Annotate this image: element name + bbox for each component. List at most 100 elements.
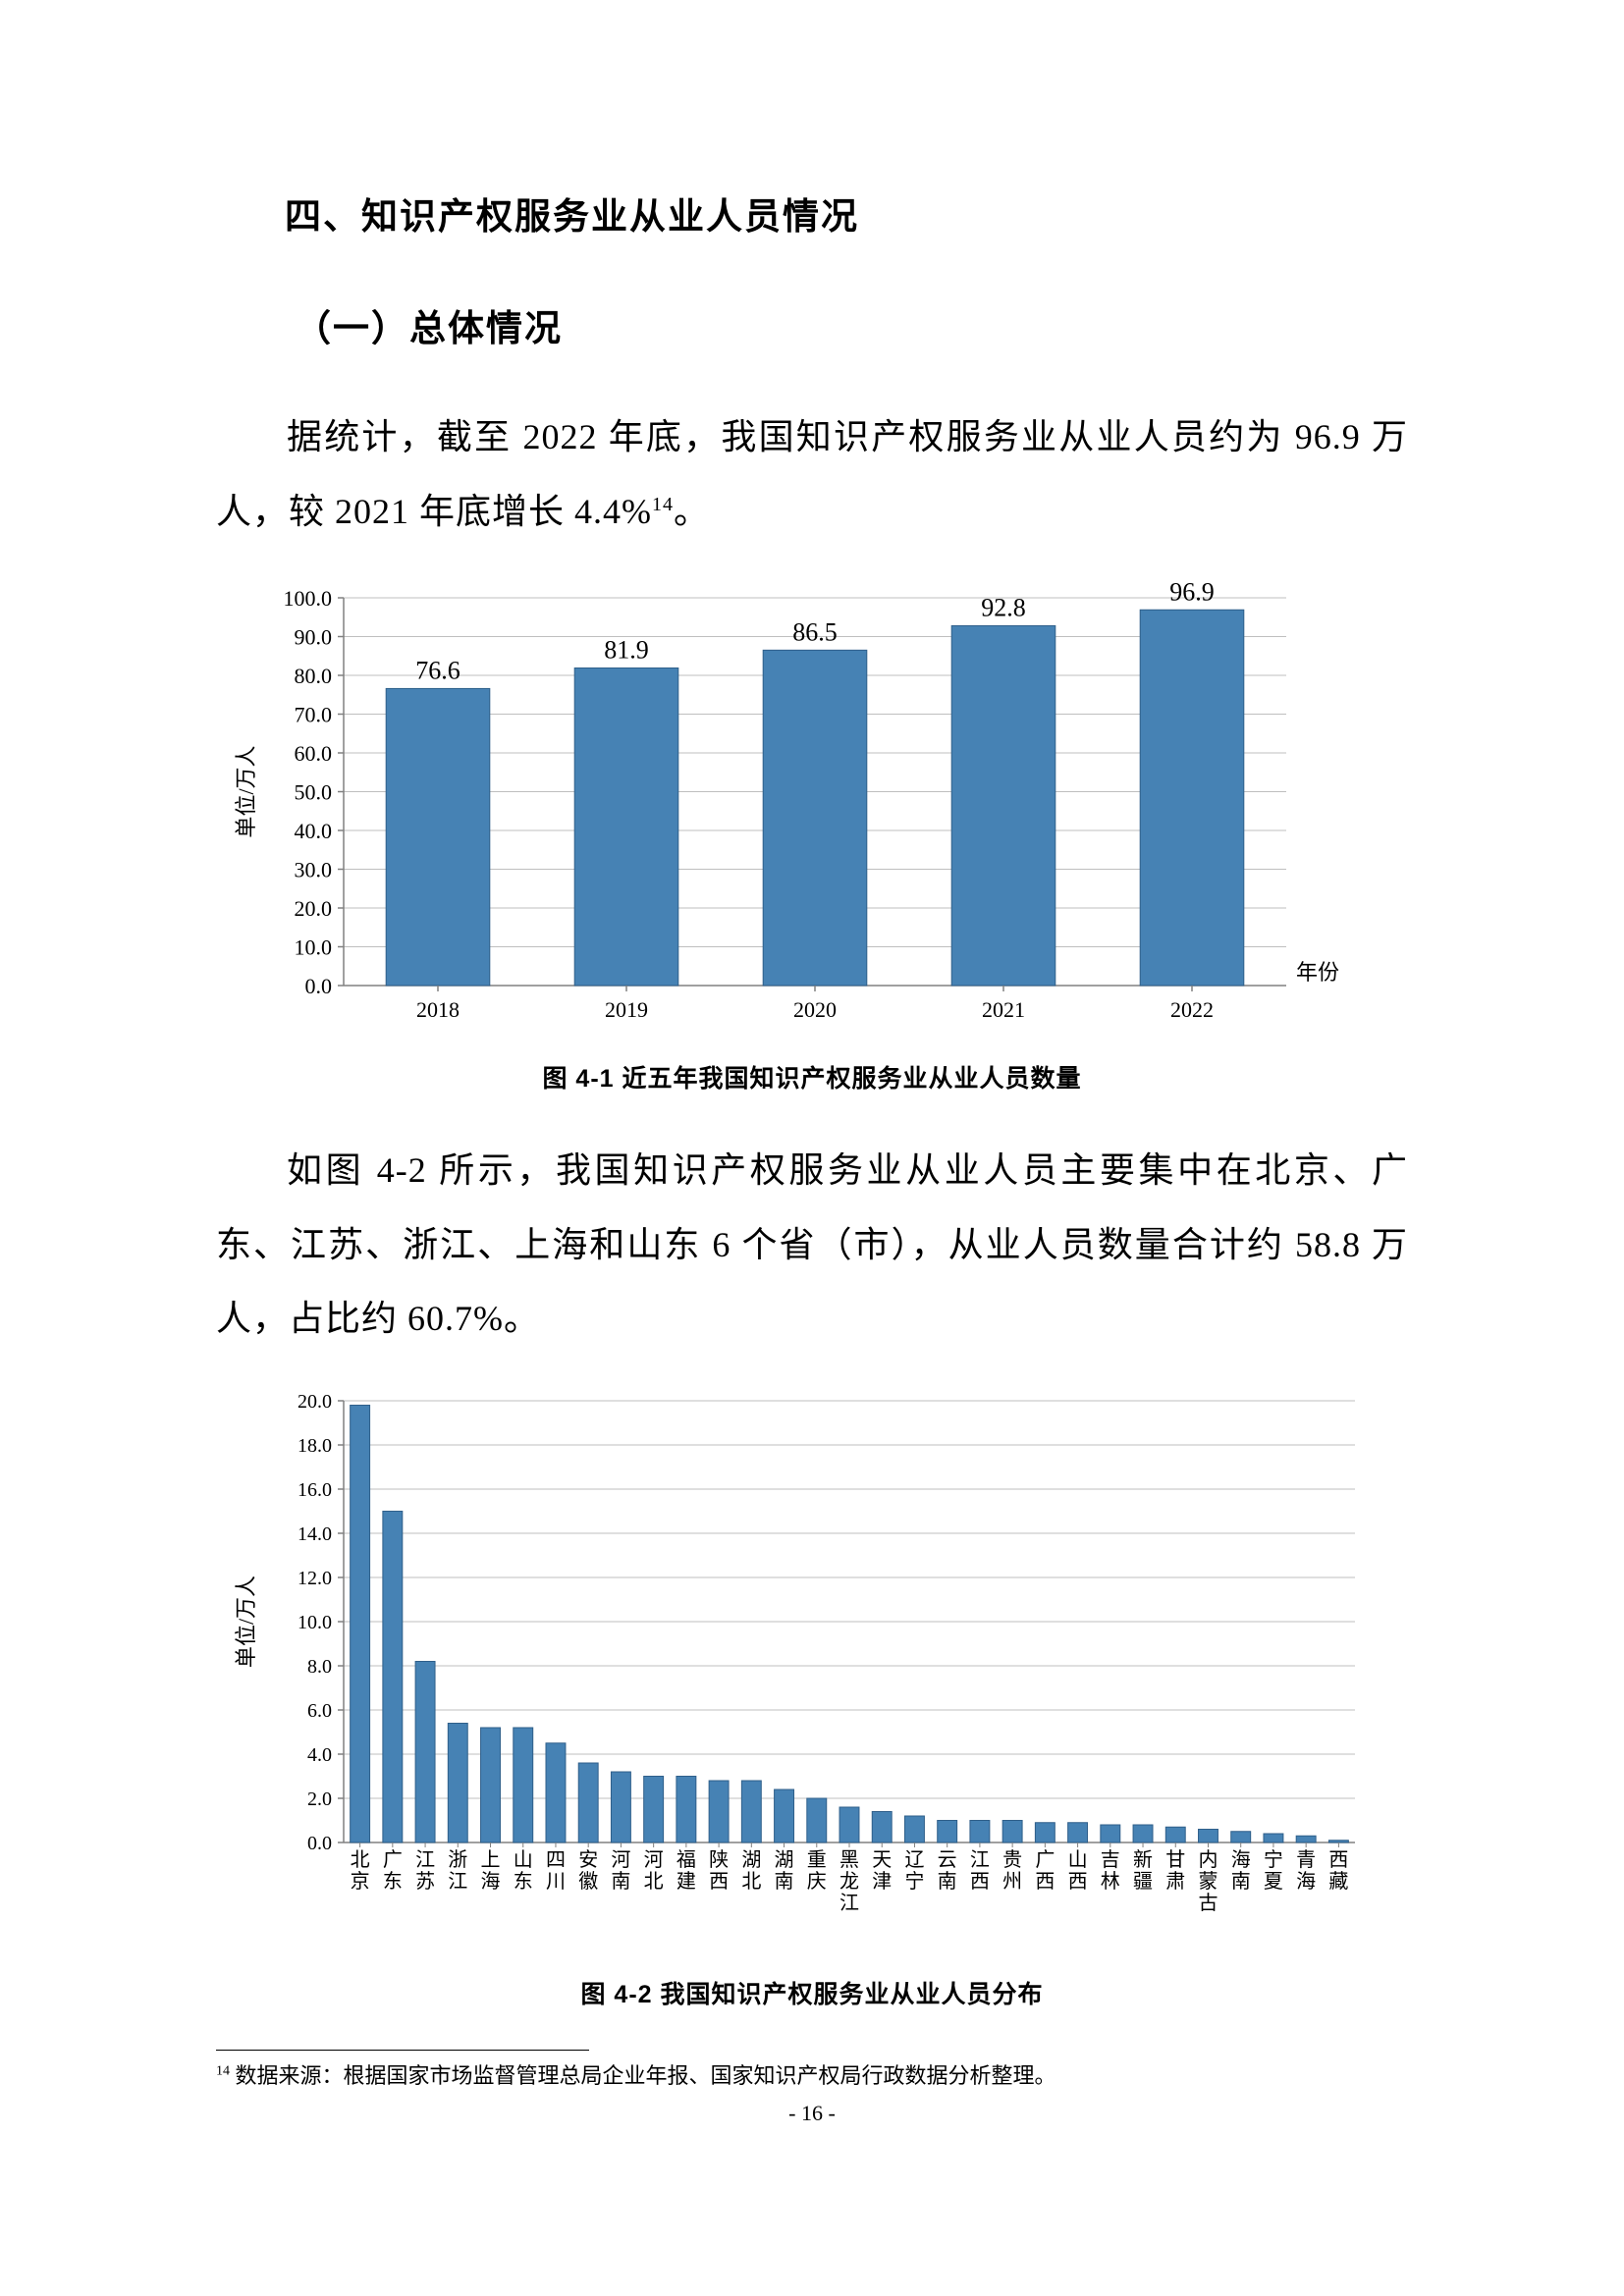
svg-text:川: 川	[546, 1871, 566, 1893]
footnote-text: 数据来源：根据国家市场监督管理总局企业年报、国家知识产权局行政数据分析整理。	[230, 2063, 1056, 2088]
svg-text:藏: 藏	[1328, 1870, 1348, 1893]
svg-text:2.0: 2.0	[307, 1789, 332, 1810]
svg-text:南: 南	[1231, 1870, 1251, 1893]
svg-text:2018: 2018	[416, 997, 460, 1022]
svg-text:陕: 陕	[709, 1848, 729, 1871]
svg-text:河: 河	[611, 1848, 630, 1871]
svg-text:贵: 贵	[1002, 1848, 1022, 1871]
svg-text:2019: 2019	[605, 997, 648, 1022]
svg-text:海: 海	[1231, 1848, 1251, 1871]
svg-text:新: 新	[1133, 1848, 1153, 1871]
svg-text:吉: 吉	[1101, 1848, 1120, 1871]
svg-text:12.0: 12.0	[298, 1568, 332, 1589]
svg-text:80.0: 80.0	[295, 664, 333, 688]
svg-text:辽: 辽	[904, 1848, 924, 1871]
svg-text:100.0: 100.0	[284, 586, 333, 611]
svg-text:宁: 宁	[1264, 1848, 1283, 1871]
p1-text-b: 。	[674, 492, 710, 531]
svg-text:湖: 湖	[741, 1848, 761, 1871]
page-content: 四、知识产权服务业从业人员情况 （一）总体情况 据统计，截至 2022 年底，我…	[0, 0, 1624, 2244]
svg-text:76.6: 76.6	[415, 657, 460, 685]
svg-text:2021: 2021	[982, 997, 1025, 1022]
footnote-number: 14	[216, 2064, 230, 2079]
svg-text:西: 西	[970, 1871, 990, 1893]
svg-text:西: 西	[1328, 1849, 1348, 1871]
svg-text:江: 江	[415, 1848, 435, 1871]
svg-text:古: 古	[1198, 1892, 1218, 1914]
svg-text:西: 西	[1068, 1871, 1088, 1893]
svg-text:单位/万人: 单位/万人	[234, 1575, 258, 1668]
svg-text:4.0: 4.0	[307, 1744, 332, 1766]
svg-text:京: 京	[351, 1870, 370, 1893]
svg-text:浙: 浙	[448, 1848, 467, 1871]
svg-text:8.0: 8.0	[307, 1656, 332, 1678]
svg-text:16.0: 16.0	[298, 1479, 332, 1501]
svg-text:南: 南	[775, 1870, 794, 1893]
svg-text:广: 广	[383, 1848, 403, 1871]
svg-text:南: 南	[611, 1870, 630, 1893]
svg-text:92.8: 92.8	[981, 594, 1026, 622]
chart-2-caption: 图 4-2 我国知识产权服务业从业人员分布	[216, 1975, 1408, 2010]
svg-text:苏: 苏	[415, 1870, 435, 1893]
svg-text:10.0: 10.0	[298, 1612, 332, 1633]
svg-text:单位/万人: 单位/万人	[234, 746, 258, 838]
svg-text:青: 青	[1296, 1848, 1316, 1871]
svg-text:上: 上	[481, 1848, 501, 1871]
svg-text:30.0: 30.0	[295, 858, 333, 882]
svg-text:四: 四	[546, 1849, 566, 1871]
svg-text:宁: 宁	[904, 1870, 924, 1893]
svg-text:0.0: 0.0	[307, 1833, 332, 1854]
svg-text:90.0: 90.0	[295, 625, 333, 650]
svg-text:江: 江	[970, 1848, 990, 1871]
svg-text:20.0: 20.0	[298, 1391, 332, 1413]
svg-text:0.0: 0.0	[305, 974, 333, 998]
page-number: - 16 -	[216, 2101, 1408, 2126]
svg-text:肃: 肃	[1165, 1870, 1185, 1893]
svg-text:南: 南	[938, 1870, 957, 1893]
svg-text:州: 州	[1002, 1871, 1022, 1893]
svg-text:96.9: 96.9	[1169, 578, 1215, 606]
svg-text:北: 北	[351, 1848, 370, 1871]
svg-text:云: 云	[938, 1849, 957, 1871]
svg-text:北: 北	[644, 1870, 664, 1893]
svg-text:疆: 疆	[1133, 1871, 1153, 1893]
svg-text:夏: 夏	[1264, 1871, 1283, 1893]
chart-2: 0.02.04.06.08.010.012.014.016.018.020.0北…	[216, 1386, 1375, 1955]
svg-text:福: 福	[677, 1848, 696, 1871]
svg-text:重: 重	[807, 1848, 827, 1871]
footnote-rule	[216, 2050, 589, 2051]
svg-text:50.0: 50.0	[295, 780, 333, 805]
svg-text:40.0: 40.0	[295, 819, 333, 843]
svg-text:内: 内	[1198, 1848, 1218, 1871]
svg-text:北: 北	[741, 1870, 761, 1893]
svg-text:2022: 2022	[1170, 997, 1214, 1022]
svg-text:甘: 甘	[1165, 1848, 1185, 1871]
svg-text:津: 津	[872, 1870, 892, 1893]
chart-1-caption: 图 4-1 近五年我国知识产权服务业从业人员数量	[216, 1059, 1408, 1095]
svg-text:81.9: 81.9	[604, 636, 649, 665]
svg-text:江: 江	[448, 1870, 467, 1893]
svg-text:山: 山	[1068, 1848, 1088, 1871]
svg-text:蒙: 蒙	[1198, 1870, 1218, 1893]
paragraph-1: 据统计，截至 2022 年底，我国知识产权服务业从业人员约为 96.9 万人，较…	[216, 400, 1408, 549]
svg-text:庆: 庆	[807, 1870, 827, 1893]
svg-text:天: 天	[872, 1849, 892, 1871]
svg-text:20.0: 20.0	[295, 896, 333, 921]
svg-text:86.5: 86.5	[792, 618, 838, 647]
svg-text:东: 东	[383, 1870, 403, 1893]
chart-1: 0.010.020.030.040.050.060.070.080.090.01…	[216, 578, 1375, 1040]
svg-text:徽: 徽	[578, 1870, 598, 1893]
svg-text:黑: 黑	[839, 1849, 859, 1871]
svg-text:山: 山	[514, 1848, 533, 1871]
svg-text:60.0: 60.0	[295, 741, 333, 766]
footnote: 14 数据来源：根据国家市场监督管理总局企业年报、国家知识产权局行政数据分析整理…	[216, 2058, 1408, 2093]
svg-text:西: 西	[1035, 1871, 1055, 1893]
svg-text:安: 安	[578, 1848, 598, 1871]
svg-text:2020: 2020	[793, 997, 837, 1022]
svg-text:海: 海	[481, 1870, 501, 1893]
svg-text:10.0: 10.0	[295, 935, 333, 960]
footnote-ref: 14	[652, 494, 674, 515]
svg-text:14.0: 14.0	[298, 1523, 332, 1545]
svg-text:广: 广	[1035, 1848, 1055, 1871]
subsection-heading: （一）总体情况	[295, 298, 1408, 351]
